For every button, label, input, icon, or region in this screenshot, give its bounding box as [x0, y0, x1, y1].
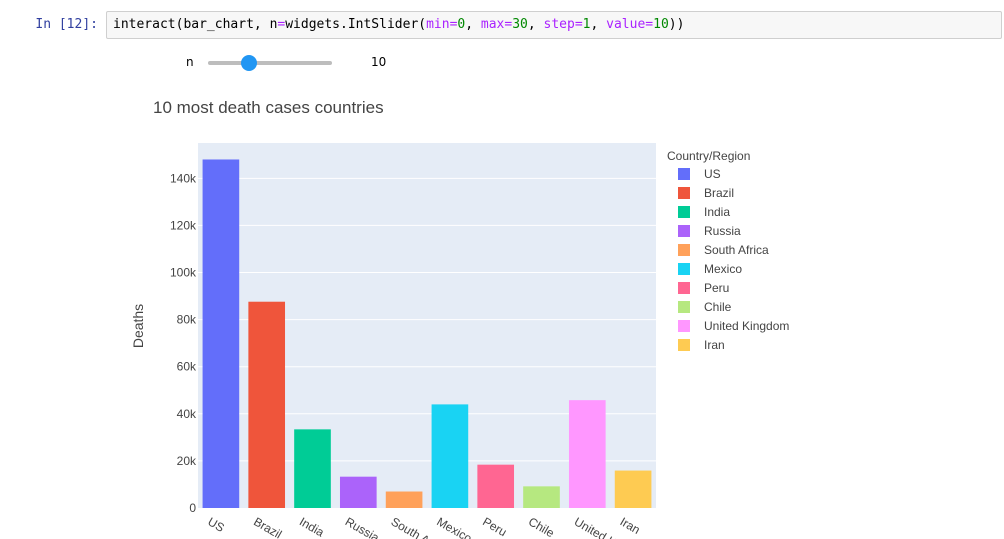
- x-tick-label: Mexico: [434, 514, 474, 539]
- slider-track[interactable]: [208, 55, 332, 71]
- slider-label: n: [186, 55, 194, 69]
- code-widget: widgets.IntSlider: [285, 17, 419, 32]
- x-tick-label: Chile: [526, 514, 557, 539]
- code-cell[interactable]: interact(bar_chart, n=widgets.IntSlider(…: [106, 11, 1002, 39]
- slider-readout[interactable]: 10: [371, 55, 387, 69]
- bar-brazil[interactable]: [248, 301, 286, 508]
- legend-label: Peru: [704, 281, 729, 295]
- legend-swatch: [678, 168, 690, 180]
- legend-item[interactable]: Brazil: [678, 186, 734, 200]
- code-val-min: 0: [457, 17, 466, 32]
- legend-label: Iran: [704, 338, 725, 352]
- code-kw-value: value: [606, 17, 646, 32]
- legend: US Brazil India Russia South Africa Mexico Per…: [678, 167, 789, 352]
- legend-item[interactable]: Chile: [678, 300, 732, 314]
- legend-swatch: [678, 206, 690, 218]
- bar-peru[interactable]: [477, 464, 515, 508]
- code-val-max: 30: [512, 17, 528, 32]
- x-tick-label: India: [297, 514, 327, 539]
- legend-label: Russia: [704, 224, 741, 238]
- y-axis-label: Deaths: [130, 304, 146, 348]
- legend-swatch: [678, 187, 690, 199]
- bar-south-africa[interactable]: [385, 491, 423, 508]
- code-param: n: [269, 17, 278, 32]
- bar-united-kingdom[interactable]: [568, 400, 606, 508]
- y-tick-label: 40k: [177, 407, 197, 421]
- legend-label: United Kingdom: [704, 319, 789, 333]
- legend-swatch: [678, 301, 690, 313]
- legend-label: India: [704, 205, 730, 219]
- y-tick-label: 0: [189, 501, 196, 515]
- x-tick-label: US: [205, 514, 226, 534]
- code-kw-min: min: [426, 17, 450, 32]
- y-axis-ticks: 0 20k 40k 60k 80k 100k 120k 140k: [170, 171, 197, 515]
- bar-chile[interactable]: [523, 486, 560, 508]
- legend-item[interactable]: Mexico: [678, 262, 742, 276]
- y-tick-label: 80k: [177, 313, 197, 327]
- x-tick-label: United K: [572, 514, 619, 539]
- legend-item[interactable]: South Africa: [678, 243, 769, 257]
- code-kw-max: max: [480, 17, 505, 32]
- x-tick-label: Brazil: [251, 514, 284, 539]
- x-axis-ticks: US Brazil India Russia South A Mexico Peru Chil…: [205, 514, 642, 539]
- int-slider-widget: n 10: [150, 50, 410, 76]
- slider-handle[interactable]: [241, 55, 258, 71]
- cell-prompt: In [12]:: [35, 17, 98, 32]
- x-tick-label: South A: [389, 514, 432, 539]
- y-tick-label: 60k: [177, 360, 197, 374]
- bar-iran[interactable]: [614, 470, 652, 508]
- legend-label: South Africa: [704, 243, 769, 257]
- chart-title: 10 most death cases countries: [153, 98, 384, 117]
- x-tick-label: Iran: [618, 514, 643, 536]
- legend-title: Country/Region: [667, 149, 750, 163]
- legend-swatch: [678, 282, 690, 294]
- bars: [202, 159, 652, 508]
- x-tick-label: Russia: [343, 514, 382, 539]
- code-kw-step: step: [543, 17, 575, 32]
- code-val-step: 1: [582, 17, 591, 32]
- legend-swatch: [678, 320, 690, 332]
- legend-item[interactable]: India: [678, 205, 730, 219]
- legend-item[interactable]: United Kingdom: [678, 319, 789, 333]
- legend-item[interactable]: Peru: [678, 281, 729, 295]
- code-fn: interact: [113, 17, 176, 32]
- legend-swatch: [678, 263, 690, 275]
- legend-item[interactable]: Russia: [678, 224, 741, 238]
- legend-label: US: [704, 167, 721, 181]
- bar-russia[interactable]: [339, 476, 377, 508]
- y-tick-label: 100k: [170, 266, 197, 280]
- x-tick-label: Peru: [480, 514, 509, 539]
- bar-mexico[interactable]: [431, 404, 469, 508]
- y-tick-label: 120k: [170, 218, 197, 232]
- legend-label: Brazil: [704, 186, 734, 200]
- legend-swatch: [678, 244, 690, 256]
- y-tick-label: 20k: [177, 454, 197, 468]
- code-arg: bar_chart: [183, 17, 254, 32]
- bar-us[interactable]: [202, 159, 240, 508]
- y-tick-label: 140k: [170, 171, 197, 185]
- bar-india[interactable]: [294, 429, 331, 508]
- legend-item[interactable]: Iran: [678, 338, 725, 352]
- legend-item[interactable]: US: [678, 167, 721, 181]
- legend-swatch: [678, 225, 690, 237]
- code-val-value: 10: [653, 17, 669, 32]
- legend-label: Chile: [704, 300, 732, 314]
- legend-label: Mexico: [704, 262, 742, 276]
- legend-swatch: [678, 339, 690, 351]
